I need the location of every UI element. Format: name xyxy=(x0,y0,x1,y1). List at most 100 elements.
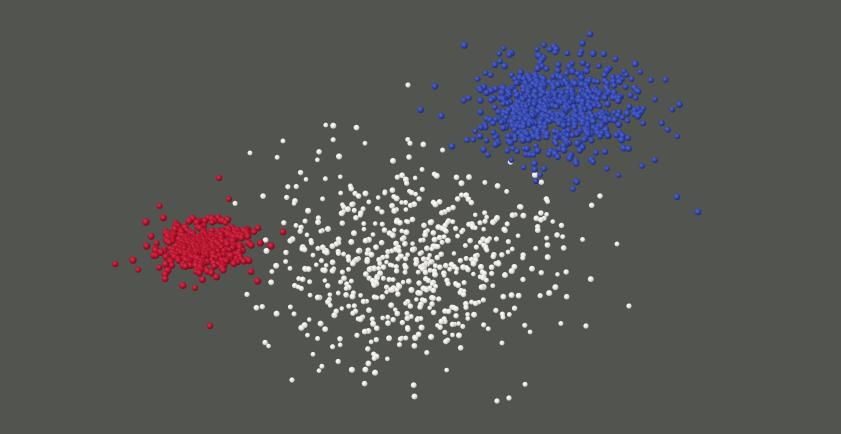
white-cluster-point xyxy=(394,310,401,317)
white-cluster-point xyxy=(318,258,325,264)
white-cluster-point xyxy=(385,356,390,362)
blue-cluster-point xyxy=(579,59,587,67)
white-cluster-point xyxy=(445,281,451,287)
white-cluster-point xyxy=(410,382,417,389)
blue-cluster-point xyxy=(560,122,568,129)
blue-cluster-point xyxy=(569,68,576,75)
white-cluster-point xyxy=(343,292,349,298)
blue-cluster-point xyxy=(573,160,580,167)
white-cluster-point xyxy=(395,256,401,262)
blue-cluster-point xyxy=(554,67,562,74)
white-cluster-point xyxy=(443,338,449,345)
blue-cluster-point xyxy=(566,117,573,124)
white-cluster-point xyxy=(247,150,253,156)
white-cluster-point xyxy=(417,304,423,310)
white-cluster-point xyxy=(416,280,422,286)
white-cluster-point xyxy=(485,326,491,332)
white-cluster-point xyxy=(424,350,430,356)
white-cluster-point xyxy=(339,269,346,275)
white-cluster-point xyxy=(346,303,352,309)
white-cluster-point xyxy=(357,212,363,218)
white-cluster-point xyxy=(353,124,360,131)
white-cluster-point xyxy=(453,174,460,181)
blue-cluster-point xyxy=(615,97,622,105)
white-cluster-point xyxy=(364,251,370,256)
white-cluster-point xyxy=(338,279,344,285)
white-cluster-point xyxy=(314,294,321,301)
red-cluster-point xyxy=(219,266,227,274)
white-cluster-point xyxy=(538,210,544,216)
white-cluster-point xyxy=(438,318,445,325)
white-cluster-point xyxy=(473,225,478,231)
white-cluster-point xyxy=(444,237,451,244)
white-cluster-point xyxy=(405,82,411,88)
white-cluster-point xyxy=(262,339,268,346)
white-cluster-point xyxy=(379,294,386,300)
red-cluster-point xyxy=(142,218,150,226)
white-cluster-point xyxy=(273,310,280,317)
white-cluster-point xyxy=(335,236,342,243)
white-cluster-point xyxy=(259,304,265,310)
blue-cluster-point xyxy=(589,50,597,58)
red-cluster-point xyxy=(161,270,169,278)
blue-cluster-point xyxy=(483,89,490,97)
blue-cluster-point xyxy=(631,60,639,68)
white-cluster-point xyxy=(405,219,411,225)
white-cluster-point xyxy=(308,240,315,246)
white-cluster-point xyxy=(373,337,379,343)
red-cluster-point xyxy=(112,260,119,268)
white-cluster-point xyxy=(351,303,358,309)
white-cluster-point xyxy=(504,221,510,227)
white-cluster-point xyxy=(365,346,371,352)
white-cluster-point xyxy=(409,216,416,223)
white-cluster-point xyxy=(380,315,386,321)
white-cluster-point xyxy=(538,269,545,276)
blue-cluster-point xyxy=(628,76,635,82)
white-cluster-point xyxy=(490,283,496,289)
white-cluster-point xyxy=(436,234,443,241)
white-cluster-point xyxy=(373,244,379,251)
white-cluster-point xyxy=(466,174,472,181)
white-cluster-point xyxy=(273,262,280,269)
blue-cluster-point xyxy=(537,172,543,178)
blue-cluster-point xyxy=(587,104,594,112)
blue-cluster-point xyxy=(571,80,579,88)
white-cluster-point xyxy=(315,157,320,163)
red-cluster-point xyxy=(247,268,255,276)
white-cluster-point xyxy=(315,245,321,251)
blue-cluster-point xyxy=(570,186,576,192)
white-cluster-point xyxy=(355,193,362,199)
white-cluster-point xyxy=(374,205,381,212)
blue-cluster-point xyxy=(613,131,620,139)
white-cluster-point xyxy=(379,209,385,215)
white-cluster-point xyxy=(371,355,377,362)
white-cluster-point xyxy=(323,263,329,268)
white-cluster-point xyxy=(386,276,392,283)
blue-cluster-point xyxy=(566,155,573,162)
white-cluster-point xyxy=(348,278,354,284)
white-cluster-point xyxy=(338,190,344,196)
white-cluster-point xyxy=(437,264,443,271)
white-cluster-point xyxy=(409,246,416,253)
white-cluster-point xyxy=(319,363,325,369)
blue-cluster-point xyxy=(625,145,632,153)
white-cluster-point xyxy=(508,268,515,275)
white-cluster-point xyxy=(346,257,352,263)
white-cluster-point xyxy=(391,207,398,214)
white-cluster-point xyxy=(472,300,479,307)
white-cluster-point xyxy=(310,252,316,258)
white-cluster-point xyxy=(495,260,502,267)
blue-cluster-point xyxy=(506,51,513,58)
blue-cluster-point xyxy=(487,97,495,104)
white-cluster-point xyxy=(587,276,594,283)
white-cluster-point xyxy=(316,149,322,155)
red-cluster-point xyxy=(251,229,258,235)
white-cluster-point xyxy=(477,220,483,226)
white-cluster-point xyxy=(407,303,414,309)
blue-cluster-point xyxy=(600,50,608,58)
white-cluster-point xyxy=(550,219,556,224)
white-cluster-point xyxy=(423,286,430,293)
white-cluster-point xyxy=(493,236,500,242)
blue-cluster-point xyxy=(673,193,681,201)
